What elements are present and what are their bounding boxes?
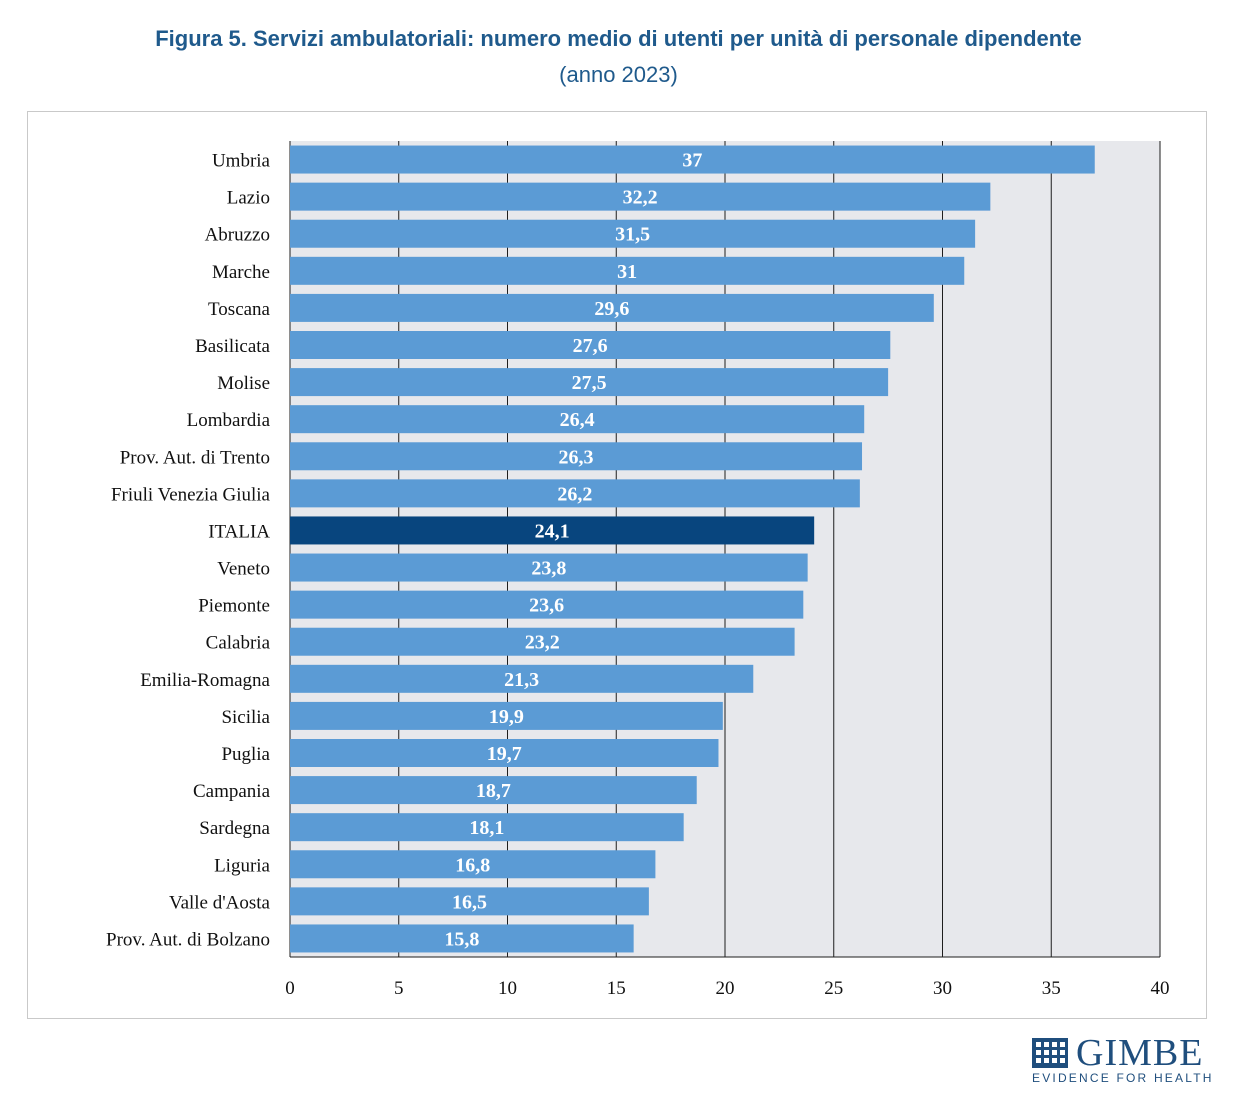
category-label: Lombardia [187,410,271,431]
category-label: Basilicata [195,336,270,357]
bar-value-label: 24,1 [535,520,570,542]
x-tick-label: 20 [716,978,735,999]
x-tick-label: 25 [824,978,843,999]
x-tick-label: 0 [285,978,295,999]
bar [290,813,684,842]
category-label: Abruzzo [205,225,270,246]
bar [290,887,649,916]
bar [290,293,934,322]
logo-grid-icon [1032,1038,1068,1068]
category-label: Sicilia [221,707,270,728]
bar-value-label: 31,5 [615,224,650,246]
category-label: ITALIA [208,521,270,542]
x-tick-label: 35 [1042,978,1061,999]
bar [290,219,976,248]
bar [290,627,795,656]
category-label: Sardegna [199,818,270,839]
bar-value-label: 15,8 [444,928,479,950]
category-label: Marche [212,262,270,283]
bar [290,850,656,879]
chart-subtitle: (anno 2023) [559,62,678,87]
category-label: Veneto [217,559,270,580]
bar-value-label: 16,5 [452,891,487,913]
bar-value-label: 37 [682,150,702,172]
bar [290,590,804,619]
bar-chart: 37 Umbria 32,2 Lazio 31,5 Abruzzo 31 Marche 29,6… [106,141,1170,999]
bar-value-label: 23,8 [531,558,566,580]
bar-value-label: 19,9 [489,706,524,728]
bar-value-label: 32,2 [623,187,658,209]
bar-value-label: 29,6 [594,298,629,320]
bar-value-label: 19,7 [487,743,522,765]
bar-value-label: 27,6 [573,335,608,357]
category-label: Prov. Aut. di Trento [120,447,270,468]
logo-tagline: EVIDENCE FOR HEALTH [1032,1071,1214,1085]
category-label: Umbria [212,151,271,172]
bar-value-label: 16,8 [455,854,490,876]
bar [290,368,889,397]
bar-value-label: 27,5 [572,372,607,394]
bar-value-label: 31 [617,261,637,283]
bar-value-label: 26,2 [557,483,592,505]
category-label: Molise [217,373,270,394]
bar [290,664,754,693]
bar [290,701,723,730]
bar [290,553,808,582]
bar [290,442,863,471]
bar-value-label: 18,7 [476,780,511,802]
bar-value-label: 23,2 [525,632,560,654]
bar [290,182,991,211]
bar-value-label: 23,6 [529,595,564,617]
category-label: Lazio [227,188,270,209]
bar [290,776,697,805]
bar [290,405,865,434]
bar [290,479,860,508]
x-tick-label: 15 [607,978,626,999]
category-label: Toscana [208,299,271,320]
category-label: Piemonte [198,596,270,617]
bar-value-label: 18,1 [469,817,504,839]
chart-frame: 37 Umbria 32,2 Lazio 31,5 Abruzzo 31 Marche 29,6… [27,111,1207,1019]
category-label: Friuli Venezia Giulia [111,484,271,505]
category-label: Calabria [206,633,271,654]
category-label: Emilia-Romagna [140,670,270,691]
bar [290,256,965,285]
bar [290,924,634,953]
category-label: Puglia [221,744,270,765]
logo-name: GIMBE [1076,1032,1204,1074]
x-tick-label: 40 [1151,978,1170,999]
bar-value-label: 26,3 [559,446,594,468]
bar-value-label: 26,4 [560,409,595,431]
bar [290,145,1095,174]
chart-title: Figura 5. Servizi ambulatoriali: numero … [155,26,1082,51]
bar [290,331,891,359]
gimbe-logo: GIMBE EVIDENCE FOR HEALTH [1032,1032,1214,1085]
bar-highlight [290,516,815,545]
bar [290,739,719,767]
x-tick-label: 5 [394,978,404,999]
category-label: Valle d'Aosta [169,892,271,913]
x-tick-label: 10 [498,978,517,999]
category-label: Liguria [214,855,270,876]
bar-value-label: 21,3 [504,669,539,691]
x-tick-label: 30 [933,978,952,999]
category-label: Prov. Aut. di Bolzano [106,929,270,950]
category-label: Campania [193,781,271,802]
